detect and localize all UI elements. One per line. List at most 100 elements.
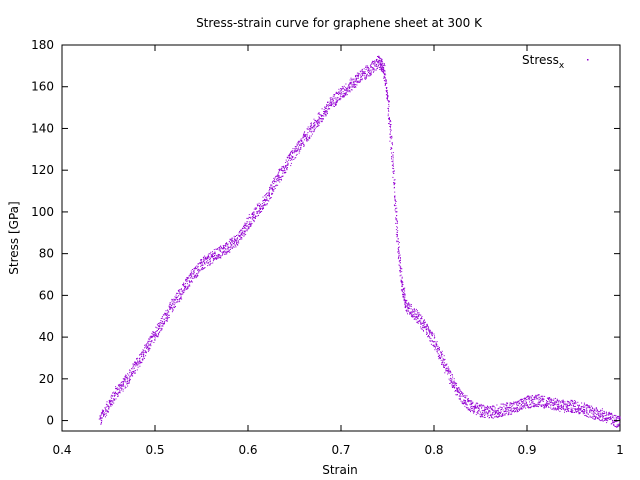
data-point <box>457 389 459 391</box>
data-point <box>438 348 440 349</box>
data-point <box>597 409 598 411</box>
data-point <box>447 366 449 368</box>
data-point <box>542 404 544 406</box>
data-point <box>322 115 324 117</box>
data-point <box>266 204 268 206</box>
data-point <box>382 71 383 73</box>
data-point <box>332 103 334 105</box>
data-point <box>596 410 598 412</box>
data-point <box>214 253 216 255</box>
data-point <box>482 413 484 415</box>
data-point <box>231 237 233 239</box>
data-point <box>214 258 216 260</box>
data-point <box>105 406 107 408</box>
data-point <box>393 168 395 170</box>
data-point <box>405 300 407 302</box>
data-point <box>583 407 585 408</box>
data-point <box>438 349 440 351</box>
data-point <box>390 121 392 123</box>
data-point <box>148 340 150 342</box>
data-point <box>131 375 133 377</box>
data-point <box>428 330 430 332</box>
data-point <box>613 424 615 426</box>
y-tick-label: 120 <box>31 163 54 177</box>
data-point <box>241 233 242 235</box>
data-point <box>436 345 438 347</box>
data-point <box>288 159 289 161</box>
data-point <box>109 403 111 405</box>
data-point <box>321 116 323 117</box>
data-point <box>382 63 384 65</box>
data-point <box>294 148 296 150</box>
data-point <box>285 162 287 163</box>
data-point <box>383 70 385 72</box>
data-point <box>616 426 618 428</box>
data-point <box>593 410 595 412</box>
data-point <box>587 405 589 407</box>
data-point <box>586 404 588 406</box>
data-point <box>361 68 363 70</box>
data-point <box>420 323 421 325</box>
data-point <box>296 143 298 145</box>
data-point <box>235 241 237 243</box>
data-point <box>574 405 576 407</box>
data-point <box>504 413 506 415</box>
data-point <box>330 104 331 106</box>
data-point <box>218 257 220 259</box>
data-point <box>264 203 266 205</box>
data-point <box>197 272 199 274</box>
data-point <box>336 102 338 104</box>
data-point <box>445 368 447 370</box>
data-point <box>234 240 236 242</box>
data-point <box>324 107 326 109</box>
data-point <box>591 405 593 407</box>
data-point <box>546 405 548 406</box>
data-point <box>169 308 171 310</box>
data-point <box>406 299 408 301</box>
data-point <box>520 406 522 408</box>
data-point <box>216 255 218 257</box>
data-point <box>403 294 405 296</box>
data-point <box>241 232 243 234</box>
data-point <box>256 207 258 209</box>
data-point <box>512 404 514 406</box>
data-point <box>146 352 147 354</box>
data-point <box>587 416 589 418</box>
data-point <box>263 207 264 209</box>
data-point <box>173 298 175 300</box>
data-point <box>583 405 585 407</box>
data-point <box>518 409 520 411</box>
data-point <box>221 251 223 253</box>
data-point <box>324 113 326 115</box>
data-point <box>113 398 115 400</box>
data-point <box>591 412 593 414</box>
data-point <box>131 372 132 374</box>
data-point <box>580 407 582 409</box>
data-point <box>104 407 106 409</box>
data-point <box>612 415 614 417</box>
data-point <box>403 291 405 293</box>
data-point <box>458 390 460 392</box>
data-point <box>167 318 169 320</box>
data-point <box>318 116 320 118</box>
data-point <box>392 171 394 173</box>
data-point <box>137 360 139 362</box>
data-point <box>247 218 249 220</box>
data-point <box>110 394 112 396</box>
data-point <box>388 103 390 105</box>
data-point <box>102 410 104 412</box>
data-point <box>218 255 220 257</box>
data-point <box>277 178 278 180</box>
data-point <box>119 387 121 389</box>
data-point <box>506 403 508 405</box>
data-point <box>534 404 536 406</box>
data-point <box>454 384 456 386</box>
data-point <box>540 405 542 407</box>
data-point <box>256 211 258 212</box>
data-point <box>136 358 138 359</box>
data-point <box>392 165 394 167</box>
data-point <box>309 137 311 138</box>
data-point <box>350 83 352 85</box>
data-point <box>304 134 306 136</box>
data-point <box>391 156 393 158</box>
